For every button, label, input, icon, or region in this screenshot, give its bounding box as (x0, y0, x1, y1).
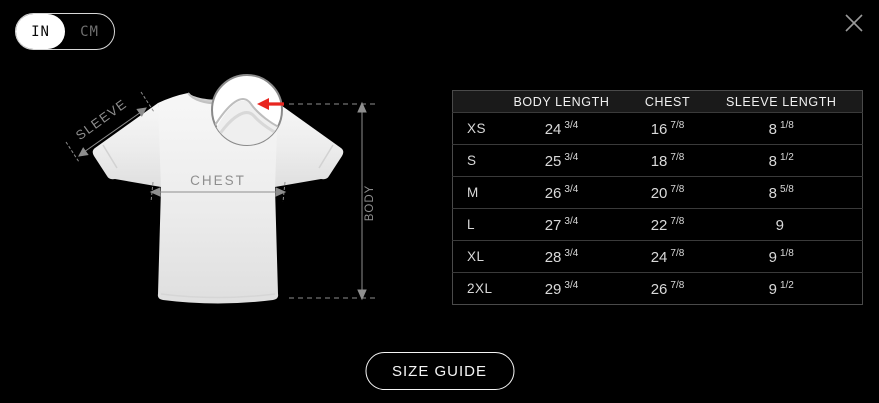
size-label: L (467, 217, 476, 232)
value-fraction: 7/8 (670, 247, 685, 259)
table-row: S 25 3/4 18 7/8 8 1/2 (452, 145, 863, 177)
body-length-value: 27 3/4 (509, 209, 615, 241)
value-fraction: 3/4 (564, 215, 579, 227)
chest-value: 16 7/8 (615, 113, 721, 145)
chest-value: 22 7/8 (615, 209, 721, 241)
size-label: M (467, 185, 479, 200)
value-fraction: 3/4 (564, 151, 579, 163)
table-row: XL 28 3/4 24 7/8 9 1/8 (452, 241, 863, 273)
header-sleeve-length: SLEEVE LENGTH (720, 90, 863, 113)
collar-magnifier (211, 74, 283, 146)
table-row: XS 24 3/4 16 7/8 8 1/8 (452, 113, 863, 145)
body-measure-guides (289, 101, 377, 301)
sleeve-measure-guide (65, 91, 155, 163)
value-whole: 22 (650, 216, 668, 234)
value-whole: 9 (775, 216, 784, 234)
unit-in-button[interactable]: IN (16, 14, 65, 49)
value-whole: 29 (544, 280, 562, 298)
table-row: 2XL 29 3/4 26 7/8 9 1/2 (453, 273, 863, 305)
value-fraction: 1/8 (779, 119, 794, 131)
size-chart-table: BODY LENGTH CHEST SLEEVE LENGTH XS 24 3/4… (452, 90, 863, 305)
value-fraction: 3/4 (564, 119, 579, 131)
value-whole: 25 (544, 152, 562, 170)
value-whole: 28 (544, 248, 562, 266)
value-whole: 9 (768, 248, 777, 266)
value-whole: 20 (650, 184, 668, 202)
tshirt-illustration (92, 92, 344, 304)
body-label: BODY (364, 185, 376, 222)
value-whole: 24 (650, 248, 668, 266)
value-fraction: 1/8 (779, 247, 794, 259)
header-size (452, 90, 509, 113)
table-row: L 27 3/4 22 7/8 9 (452, 209, 863, 241)
sleeve-length-value: 8 1/2 (721, 145, 863, 177)
chest-value: 24 7/8 (615, 241, 721, 273)
close-icon (845, 14, 863, 32)
value-fraction: 7/8 (670, 183, 685, 195)
value-whole: 24 (544, 120, 562, 138)
size-guide-button[interactable]: SIZE GUIDE (364, 352, 515, 390)
value-fraction: 3/4 (564, 247, 579, 259)
value-fraction: 3/4 (564, 279, 579, 291)
size-label: XS (467, 121, 487, 136)
value-whole: 18 (650, 152, 668, 170)
tshirt-measurement-diagram: BODY CHEST SLEEVE (65, 74, 377, 304)
sleeve-length-value: 9 (721, 209, 863, 241)
body-length-value: 26 3/4 (509, 177, 615, 209)
value-whole: 8 (768, 152, 777, 170)
body-length-value: 28 3/4 (509, 241, 615, 273)
size-label: S (467, 153, 477, 168)
value-whole: 8 (768, 120, 777, 138)
header-body-length: BODY LENGTH (508, 90, 615, 113)
chest-value: 20 7/8 (615, 177, 721, 209)
body-length-value: 25 3/4 (509, 145, 615, 177)
chest-value: 26 7/8 (615, 273, 721, 305)
unit-cm-button[interactable]: CM (65, 14, 114, 49)
collar-detail-arrow-icon (257, 98, 284, 110)
value-whole: 27 (544, 216, 562, 234)
size-label: XL (467, 249, 485, 264)
value-fraction: 7/8 (670, 215, 685, 227)
unit-toggle[interactable]: IN CM (15, 13, 115, 50)
body-length-value: 24 3/4 (509, 113, 615, 145)
sleeve-length-value: 9 1/8 (721, 241, 863, 273)
size-label: 2XL (467, 281, 493, 296)
value-fraction: 7/8 (670, 119, 685, 131)
sleeve-length-value: 9 1/2 (721, 273, 863, 305)
value-whole: 8 (768, 184, 777, 202)
value-whole: 26 (650, 280, 668, 298)
chest-value: 18 7/8 (615, 145, 721, 177)
value-whole: 16 (650, 120, 668, 138)
header-chest: CHEST (614, 90, 721, 113)
value-fraction: 3/4 (564, 183, 579, 195)
value-fraction: 7/8 (670, 151, 685, 163)
sleeve-length-value: 8 5/8 (721, 177, 863, 209)
value-whole: 26 (544, 184, 562, 202)
value-whole: 9 (768, 280, 777, 298)
chest-label: CHEST (190, 173, 246, 188)
value-fraction: 1/2 (779, 151, 794, 163)
body-length-value: 29 3/4 (509, 273, 615, 305)
table-header-row: BODY LENGTH CHEST SLEEVE LENGTH (452, 90, 863, 113)
close-button[interactable] (843, 12, 865, 34)
chest-measure-guide (149, 181, 287, 203)
table-row: M 26 3/4 20 7/8 8 5/8 (452, 177, 863, 209)
value-fraction: 7/8 (670, 279, 685, 291)
value-fraction: 1/2 (779, 279, 794, 291)
value-fraction: 5/8 (779, 183, 794, 195)
sleeve-length-value: 8 1/8 (721, 113, 863, 145)
